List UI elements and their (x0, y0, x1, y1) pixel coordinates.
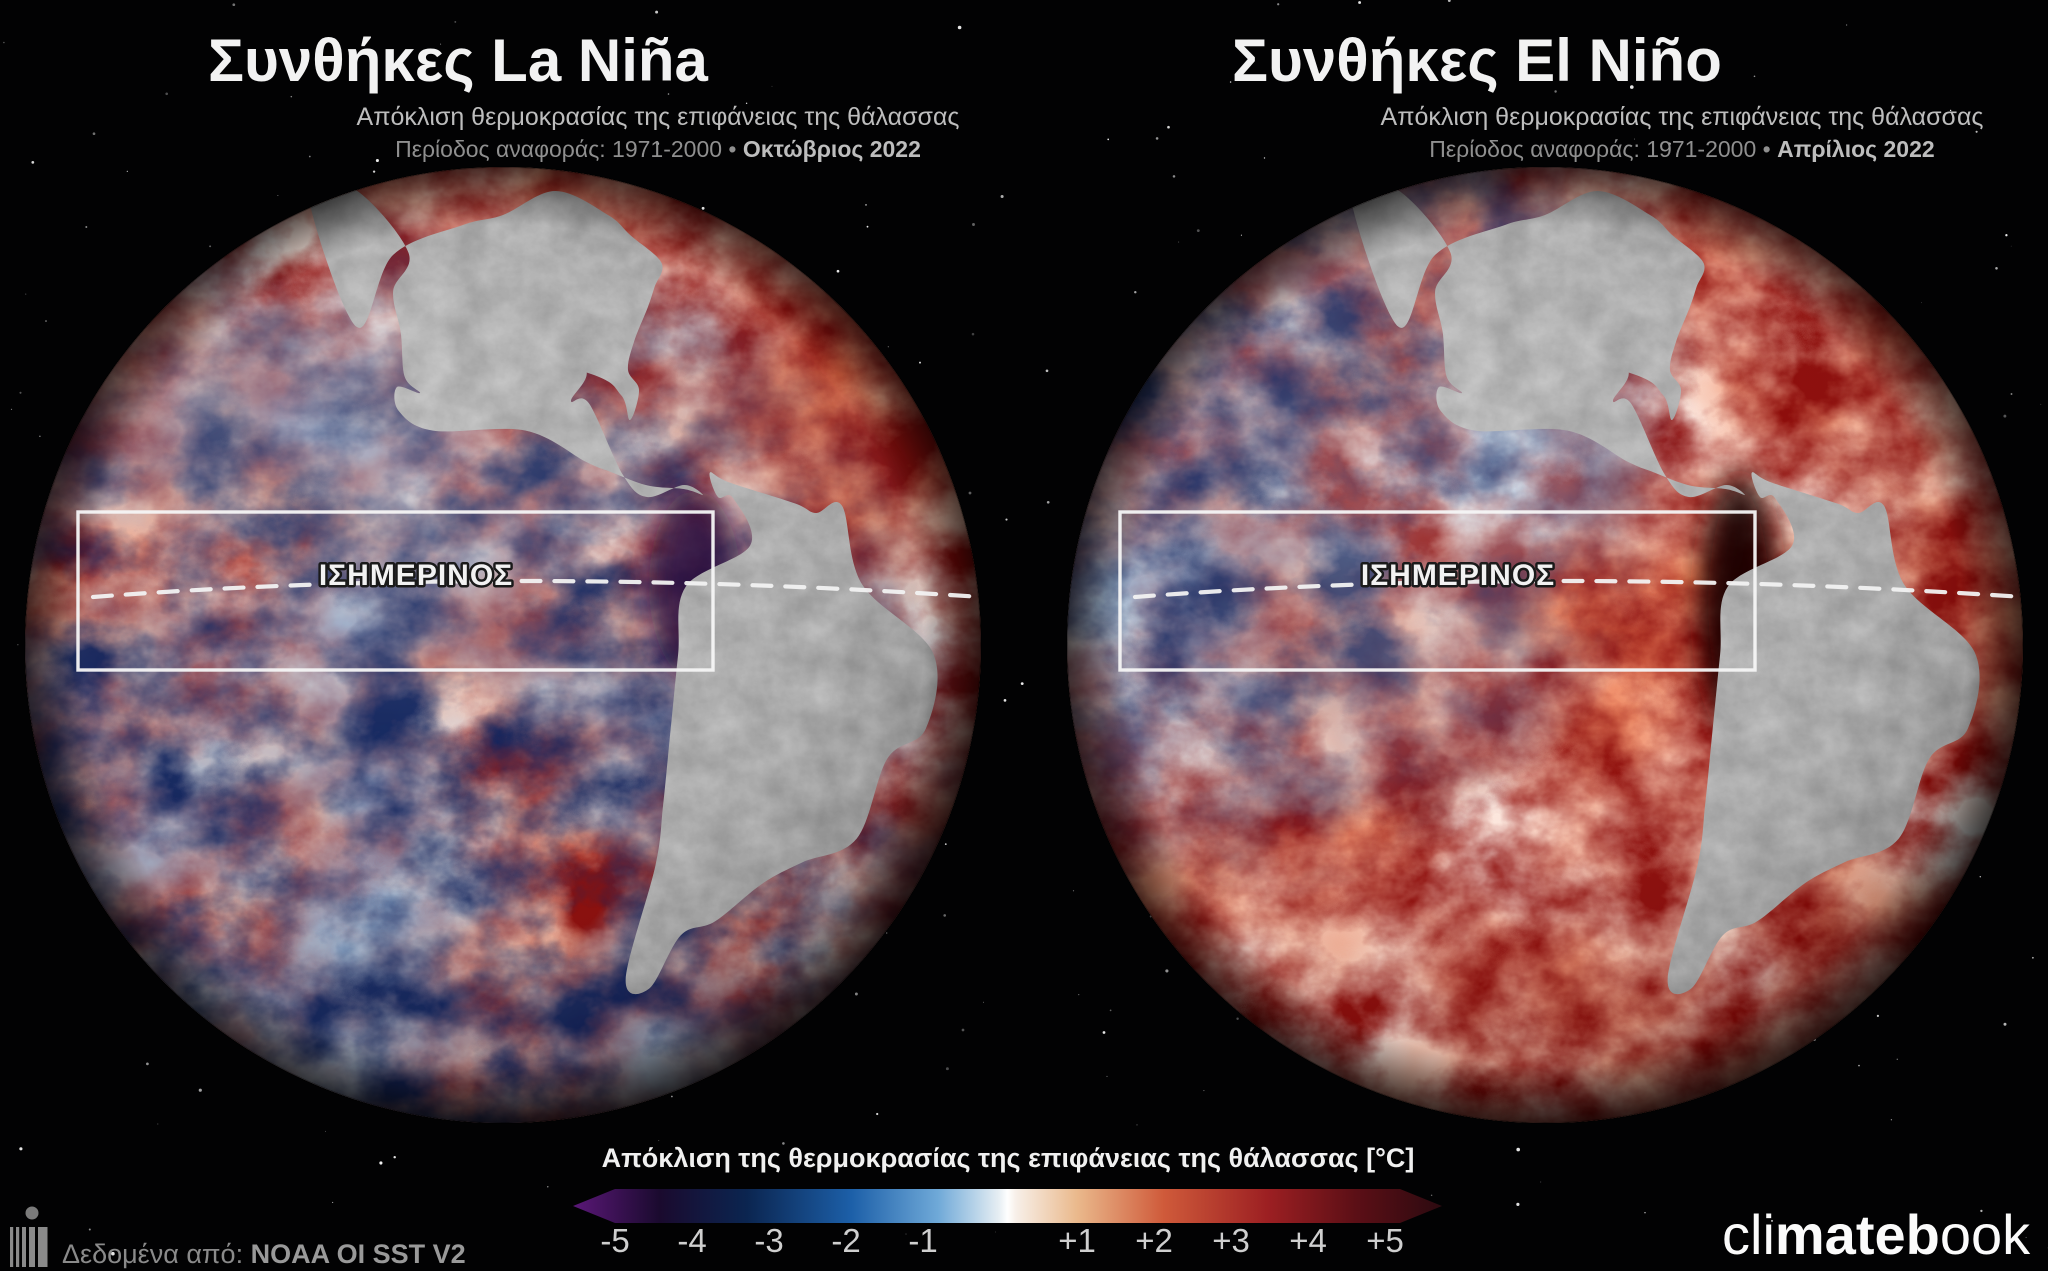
svg-text:+3: +3 (1212, 1222, 1250, 1259)
svg-text:climatebook: climatebook (1722, 1203, 2031, 1266)
svg-text:+5: +5 (1366, 1222, 1404, 1259)
svg-text:+1: +1 (1058, 1222, 1096, 1259)
svg-text:-3: -3 (754, 1222, 783, 1259)
svg-text:Δεδομένα από: NOAA OI SST V2: Δεδομένα από: NOAA OI SST V2 (62, 1239, 466, 1269)
svg-text:-2: -2 (831, 1222, 860, 1259)
svg-text:Απόκλιση της θερμοκρασίας της: Απόκλιση της θερμοκρασίας της επιφάνειας… (602, 1143, 1415, 1173)
svg-text:+4: +4 (1289, 1222, 1327, 1259)
svg-text:-1: -1 (908, 1222, 937, 1259)
svg-text:-4: -4 (677, 1222, 706, 1259)
svg-text:+2: +2 (1135, 1222, 1173, 1259)
svg-text:-5: -5 (600, 1222, 629, 1259)
